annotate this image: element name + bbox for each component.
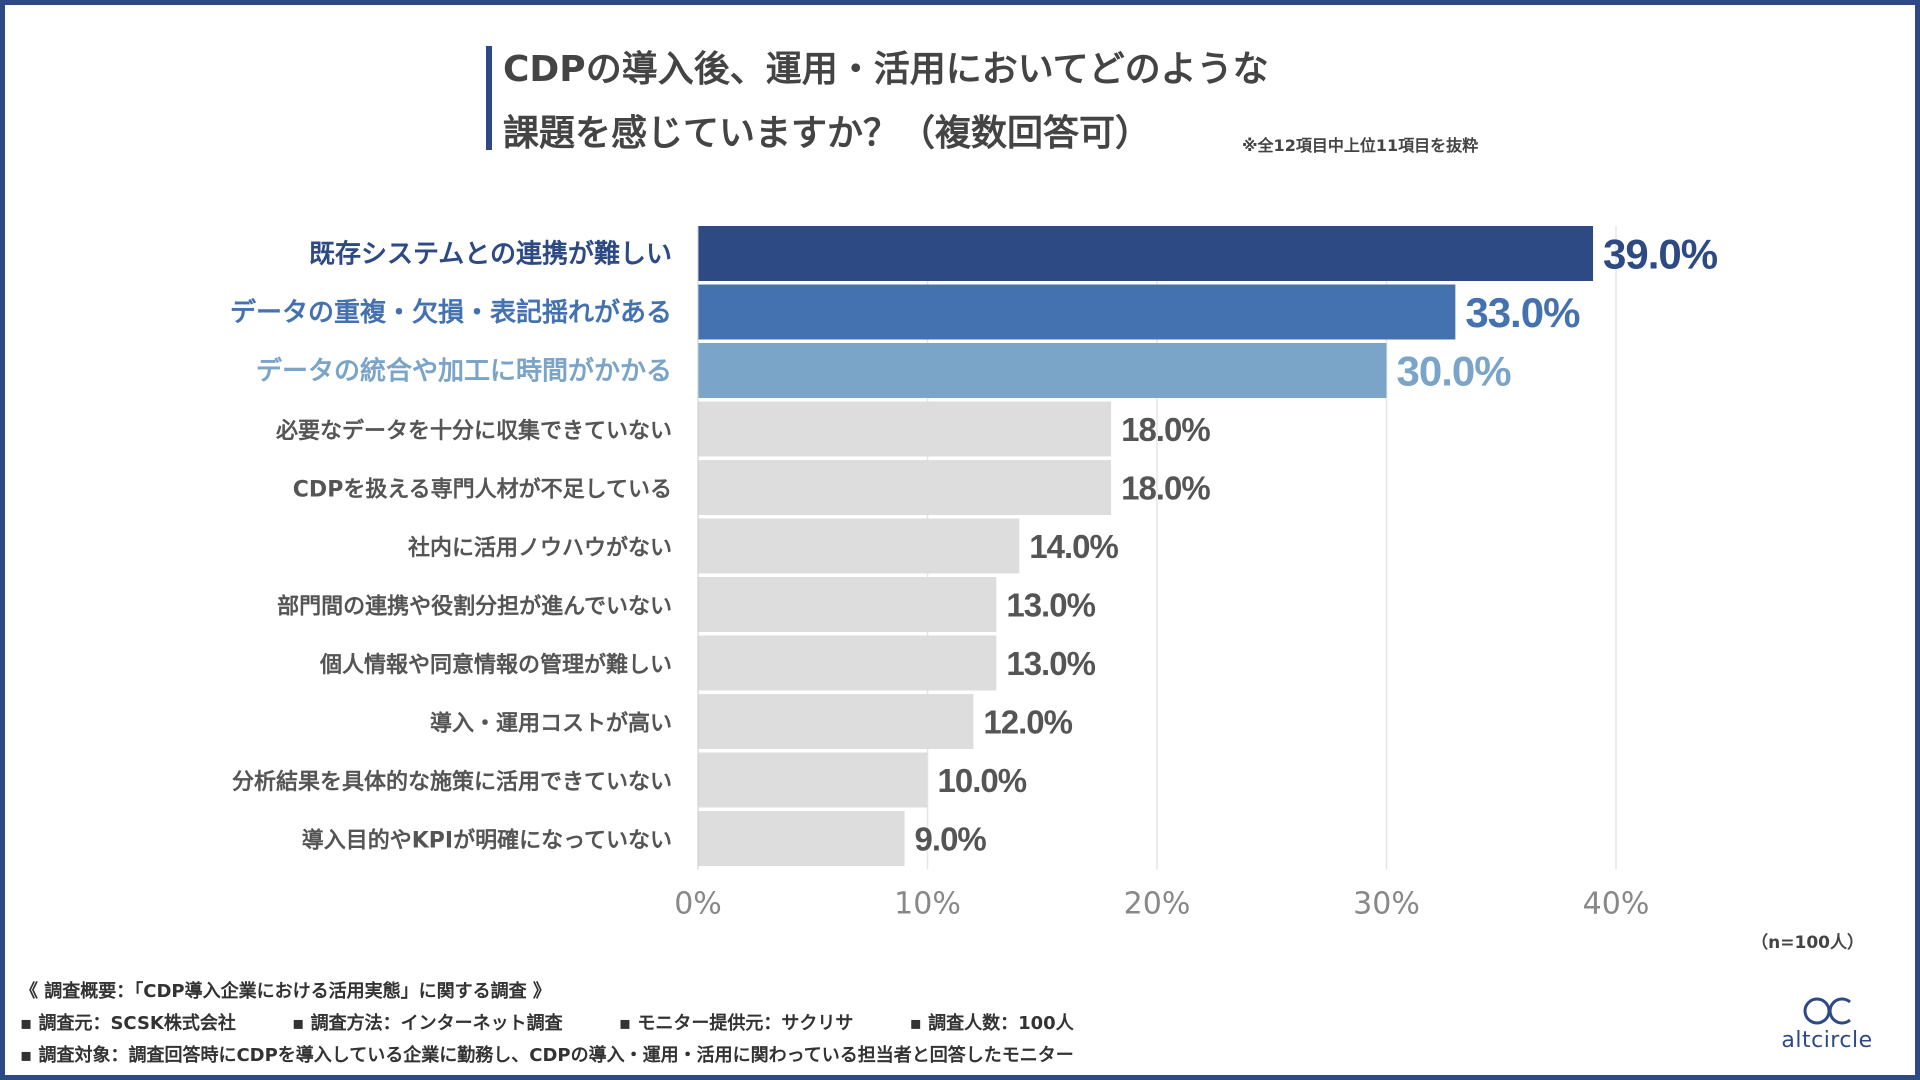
x-tick-label-0: 0% xyxy=(674,887,722,922)
title-accent-bar xyxy=(486,46,492,150)
bar-2 xyxy=(698,343,1387,398)
survey-source: ▪ 調査元：SCSK株式会社 xyxy=(20,1013,236,1034)
value-label-9: 10.0% xyxy=(938,762,1027,799)
category-label-9: 分析結果を具体的な施策に活用できていない xyxy=(232,769,672,795)
category-label-1: データの重複・欠損・表記揺れがある xyxy=(230,297,672,328)
double-circle-logo-icon xyxy=(1803,997,1851,1025)
bar-3 xyxy=(698,401,1112,457)
bar-10 xyxy=(698,811,905,866)
value-label-1: 33.0% xyxy=(1465,289,1580,336)
bar-4 xyxy=(698,460,1112,515)
category-label-10: 導入目的やKPIが明確になっていない xyxy=(302,828,672,854)
bar-0 xyxy=(698,226,1594,281)
logo-text: altcircle xyxy=(1781,1028,1873,1053)
chart-title: CDPの導入後、運用・活用においてどのような 課題を感じていますか？（複数回答可… xyxy=(503,38,1269,166)
bar-9 xyxy=(698,752,928,808)
survey-method: ▪ 調査方法：インターネット調査 xyxy=(292,1013,563,1034)
category-label-4: CDPを扱える専門人材が不足している xyxy=(293,477,672,503)
category-label-3: 必要なデータを十分に収集できていない xyxy=(276,418,672,444)
chart-title-line-1: CDPの導入後、運用・活用においてどのような xyxy=(503,49,1269,90)
value-label-0: 39.0% xyxy=(1603,231,1718,278)
value-label-4: 18.0% xyxy=(1121,470,1210,507)
category-label-2: データの統合や加工に時間がかかる xyxy=(256,356,672,387)
category-label-7: 個人情報や同意情報の管理が難しい xyxy=(319,652,672,678)
x-tick-label-3: 30% xyxy=(1353,887,1420,922)
x-tick-label-4: 40% xyxy=(1583,887,1650,922)
chart-note: ※全12項目中上位11項目を抜粋 xyxy=(1242,136,1479,155)
survey-target: ▪ 調査対象：調査回答時にCDPを導入している企業に勤務し、CDPの導入・運用・… xyxy=(20,1045,1074,1066)
value-label-6: 13.0% xyxy=(1006,587,1095,624)
category-label-6: 部門間の連携や役割分担が進んでいない xyxy=(277,594,672,620)
value-label-2: 30.0% xyxy=(1397,348,1512,395)
survey-meta-row: ▪ 調査元：SCSK株式会社 ▪ 調査方法：インターネット調査 ▪ モニター提供… xyxy=(20,1008,1074,1040)
category-label-8: 導入・運用コストが高い xyxy=(430,711,672,737)
survey-overview: 《 調査概要：「CDP導入企業における活用実態」に関する調査 》 ▪ 調査元：S… xyxy=(20,976,1074,1072)
category-label-5: 社内に活用ノウハウがない xyxy=(408,535,672,561)
value-label-3: 18.0% xyxy=(1121,411,1210,448)
survey-count: ▪ 調査人数：100人 xyxy=(909,1013,1074,1034)
bar-chart: 既存システムとの連携が難しい 39.0% データの重複・欠損・表記揺れがある 33.0… xyxy=(230,226,1719,922)
value-label-7: 13.0% xyxy=(1006,645,1095,682)
bar-1 xyxy=(698,284,1456,340)
chart-title-line-2: 課題を感じていますか？（複数回答可） xyxy=(503,113,1152,154)
category-label-0: 既存システムとの連携が難しい xyxy=(309,239,672,270)
bar-7 xyxy=(698,635,997,691)
x-tick-label-2: 20% xyxy=(1124,887,1191,922)
bar-6 xyxy=(698,577,997,632)
value-label-8: 12.0% xyxy=(983,704,1072,741)
x-tick-label-1: 10% xyxy=(894,887,961,922)
value-label-5: 14.0% xyxy=(1029,528,1118,565)
value-label-10: 9.0% xyxy=(915,821,987,858)
altcircle-logo: altcircle xyxy=(1772,996,1882,1058)
bar-5 xyxy=(698,518,1020,574)
survey-title: 《 調査概要：「CDP導入企業における活用実態」に関する調査 》 xyxy=(20,981,551,1002)
survey-monitor-provider: ▪ モニター提供元：サクリサ xyxy=(618,1013,854,1034)
sample-size: （n=100人） xyxy=(1751,933,1864,953)
bar-8 xyxy=(698,694,974,749)
